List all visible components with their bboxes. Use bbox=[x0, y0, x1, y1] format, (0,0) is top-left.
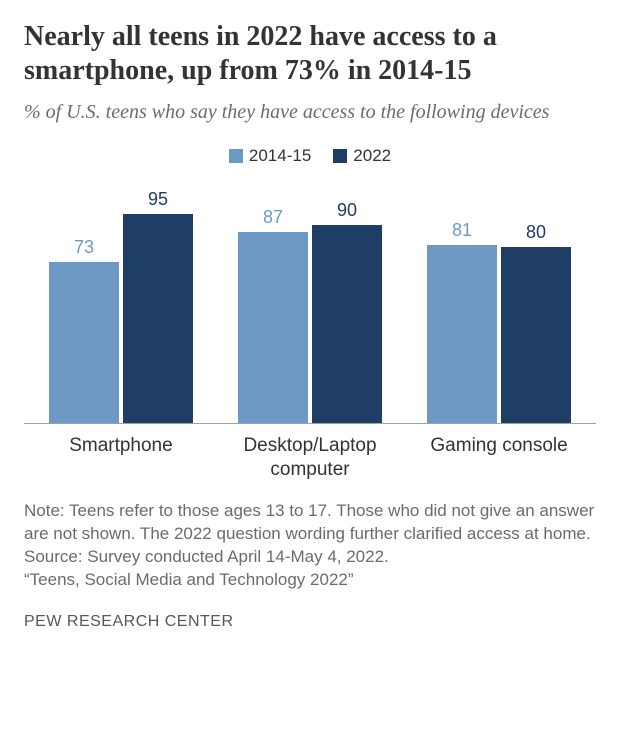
chart-area: 73 95 87 90 81 80 bbox=[24, 174, 596, 424]
bar-smartphone-2022: 95 bbox=[123, 189, 193, 423]
bar-value-label: 73 bbox=[74, 237, 94, 258]
chart-subtitle: % of U.S. teens who say they have access… bbox=[24, 99, 596, 126]
x-axis-labels: Smartphone Desktop/Laptop computer Gamin… bbox=[24, 434, 596, 482]
legend-swatch-b bbox=[333, 149, 347, 163]
bar-group-desktop-laptop: 87 90 bbox=[221, 200, 399, 423]
bar-value-label: 81 bbox=[452, 220, 472, 241]
bar-value-label: 95 bbox=[148, 189, 168, 210]
bar-value-label: 90 bbox=[337, 200, 357, 221]
bar-value-label: 80 bbox=[526, 222, 546, 243]
legend-item-2022: 2022 bbox=[333, 146, 391, 166]
attribution: PEW RESEARCH CENTER bbox=[24, 613, 596, 631]
bar-desktop-laptop-2022: 90 bbox=[312, 200, 382, 423]
bar-desktop-laptop-2014-15: 87 bbox=[238, 207, 308, 423]
chart-title: Nearly all teens in 2022 have access to … bbox=[24, 20, 596, 87]
bar-group-smartphone: 73 95 bbox=[32, 189, 210, 423]
legend-label-b: 2022 bbox=[353, 146, 391, 166]
legend-swatch-a bbox=[229, 149, 243, 163]
bar-rect bbox=[49, 262, 119, 423]
footnote: Note: Teens refer to those ages 13 to 17… bbox=[24, 500, 596, 592]
bar-rect bbox=[238, 232, 308, 423]
bar-smartphone-2014-15: 73 bbox=[49, 237, 119, 423]
bar-rect bbox=[312, 225, 382, 423]
legend: 2014-15 2022 bbox=[24, 146, 596, 166]
note-line: Source: Survey conducted April 14-May 4,… bbox=[24, 546, 596, 569]
note-line: “Teens, Social Media and Technology 2022… bbox=[24, 569, 596, 592]
legend-label-a: 2014-15 bbox=[249, 146, 311, 166]
bar-gaming-console-2022: 80 bbox=[501, 222, 571, 423]
bar-value-label: 87 bbox=[263, 207, 283, 228]
legend-item-2014-15: 2014-15 bbox=[229, 146, 311, 166]
bar-rect bbox=[501, 247, 571, 423]
x-label-desktop-laptop: Desktop/Laptop computer bbox=[221, 434, 399, 482]
x-label-smartphone: Smartphone bbox=[32, 434, 210, 482]
bar-rect bbox=[123, 214, 193, 423]
bar-group-gaming-console: 81 80 bbox=[410, 220, 588, 423]
note-line: Note: Teens refer to those ages 13 to 17… bbox=[24, 500, 596, 546]
bar-rect bbox=[427, 245, 497, 423]
bar-gaming-console-2014-15: 81 bbox=[427, 220, 497, 423]
x-label-gaming-console: Gaming console bbox=[410, 434, 588, 482]
